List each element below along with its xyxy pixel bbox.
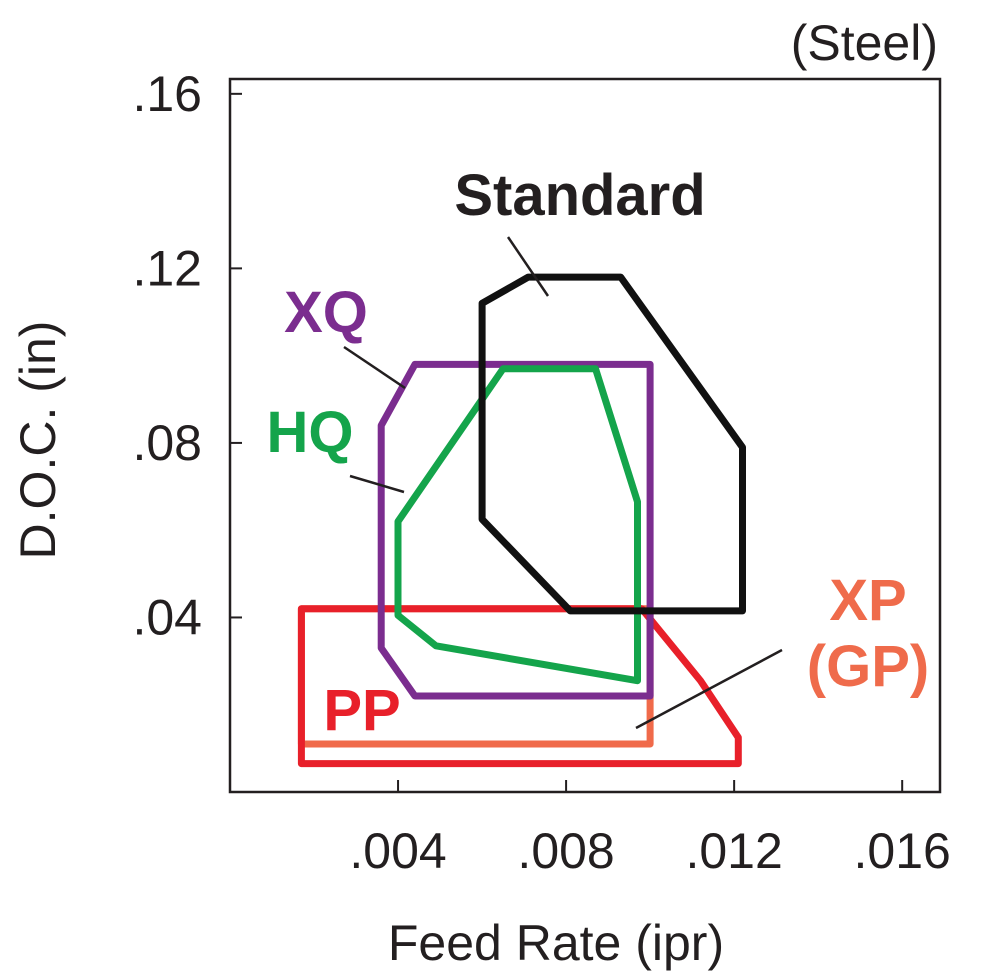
chart-annotation: (Steel) bbox=[791, 15, 938, 71]
leader-line-standard bbox=[506, 236, 550, 297]
leader-line-hq bbox=[349, 474, 405, 494]
series-label-hq: HQ bbox=[267, 400, 354, 465]
series-label-xp-gp: (GP) bbox=[807, 634, 929, 699]
plot-frame bbox=[228, 77, 942, 794]
y-axis-title: D.O.C. (in) bbox=[10, 321, 66, 560]
y-tick-label: .04 bbox=[132, 589, 202, 645]
tick-labels: .004 .008 .012 .016 .04 .08 .12 .16 bbox=[132, 66, 950, 879]
region-standard bbox=[478, 273, 746, 615]
y-tick-label: .16 bbox=[132, 66, 202, 122]
x-tick-label: .016 bbox=[854, 823, 951, 879]
series-label-standard: Standard bbox=[454, 163, 705, 228]
leader-line-xp-gp bbox=[635, 648, 783, 730]
y-tick-label: .08 bbox=[132, 415, 202, 471]
leader-line-xq bbox=[343, 345, 406, 390]
series-label-pp: PP bbox=[323, 678, 400, 743]
series-label-xq: XQ bbox=[284, 280, 368, 345]
x-axis-title: Feed Rate (ipr) bbox=[388, 915, 724, 971]
region-layer bbox=[297, 273, 746, 768]
axes bbox=[228, 77, 942, 794]
series-label-xp-gp: XP bbox=[829, 568, 906, 633]
series-labels: Standard XQ HQ XP(GP) PP bbox=[267, 163, 930, 743]
label-leader-lines bbox=[343, 236, 783, 730]
x-tick-label: .012 bbox=[685, 823, 782, 879]
y-tick-label: .12 bbox=[132, 240, 202, 296]
x-tick-label: .008 bbox=[517, 823, 614, 879]
region-hq bbox=[394, 365, 641, 685]
region-xq bbox=[377, 360, 654, 700]
x-tick-label: .004 bbox=[349, 823, 446, 879]
